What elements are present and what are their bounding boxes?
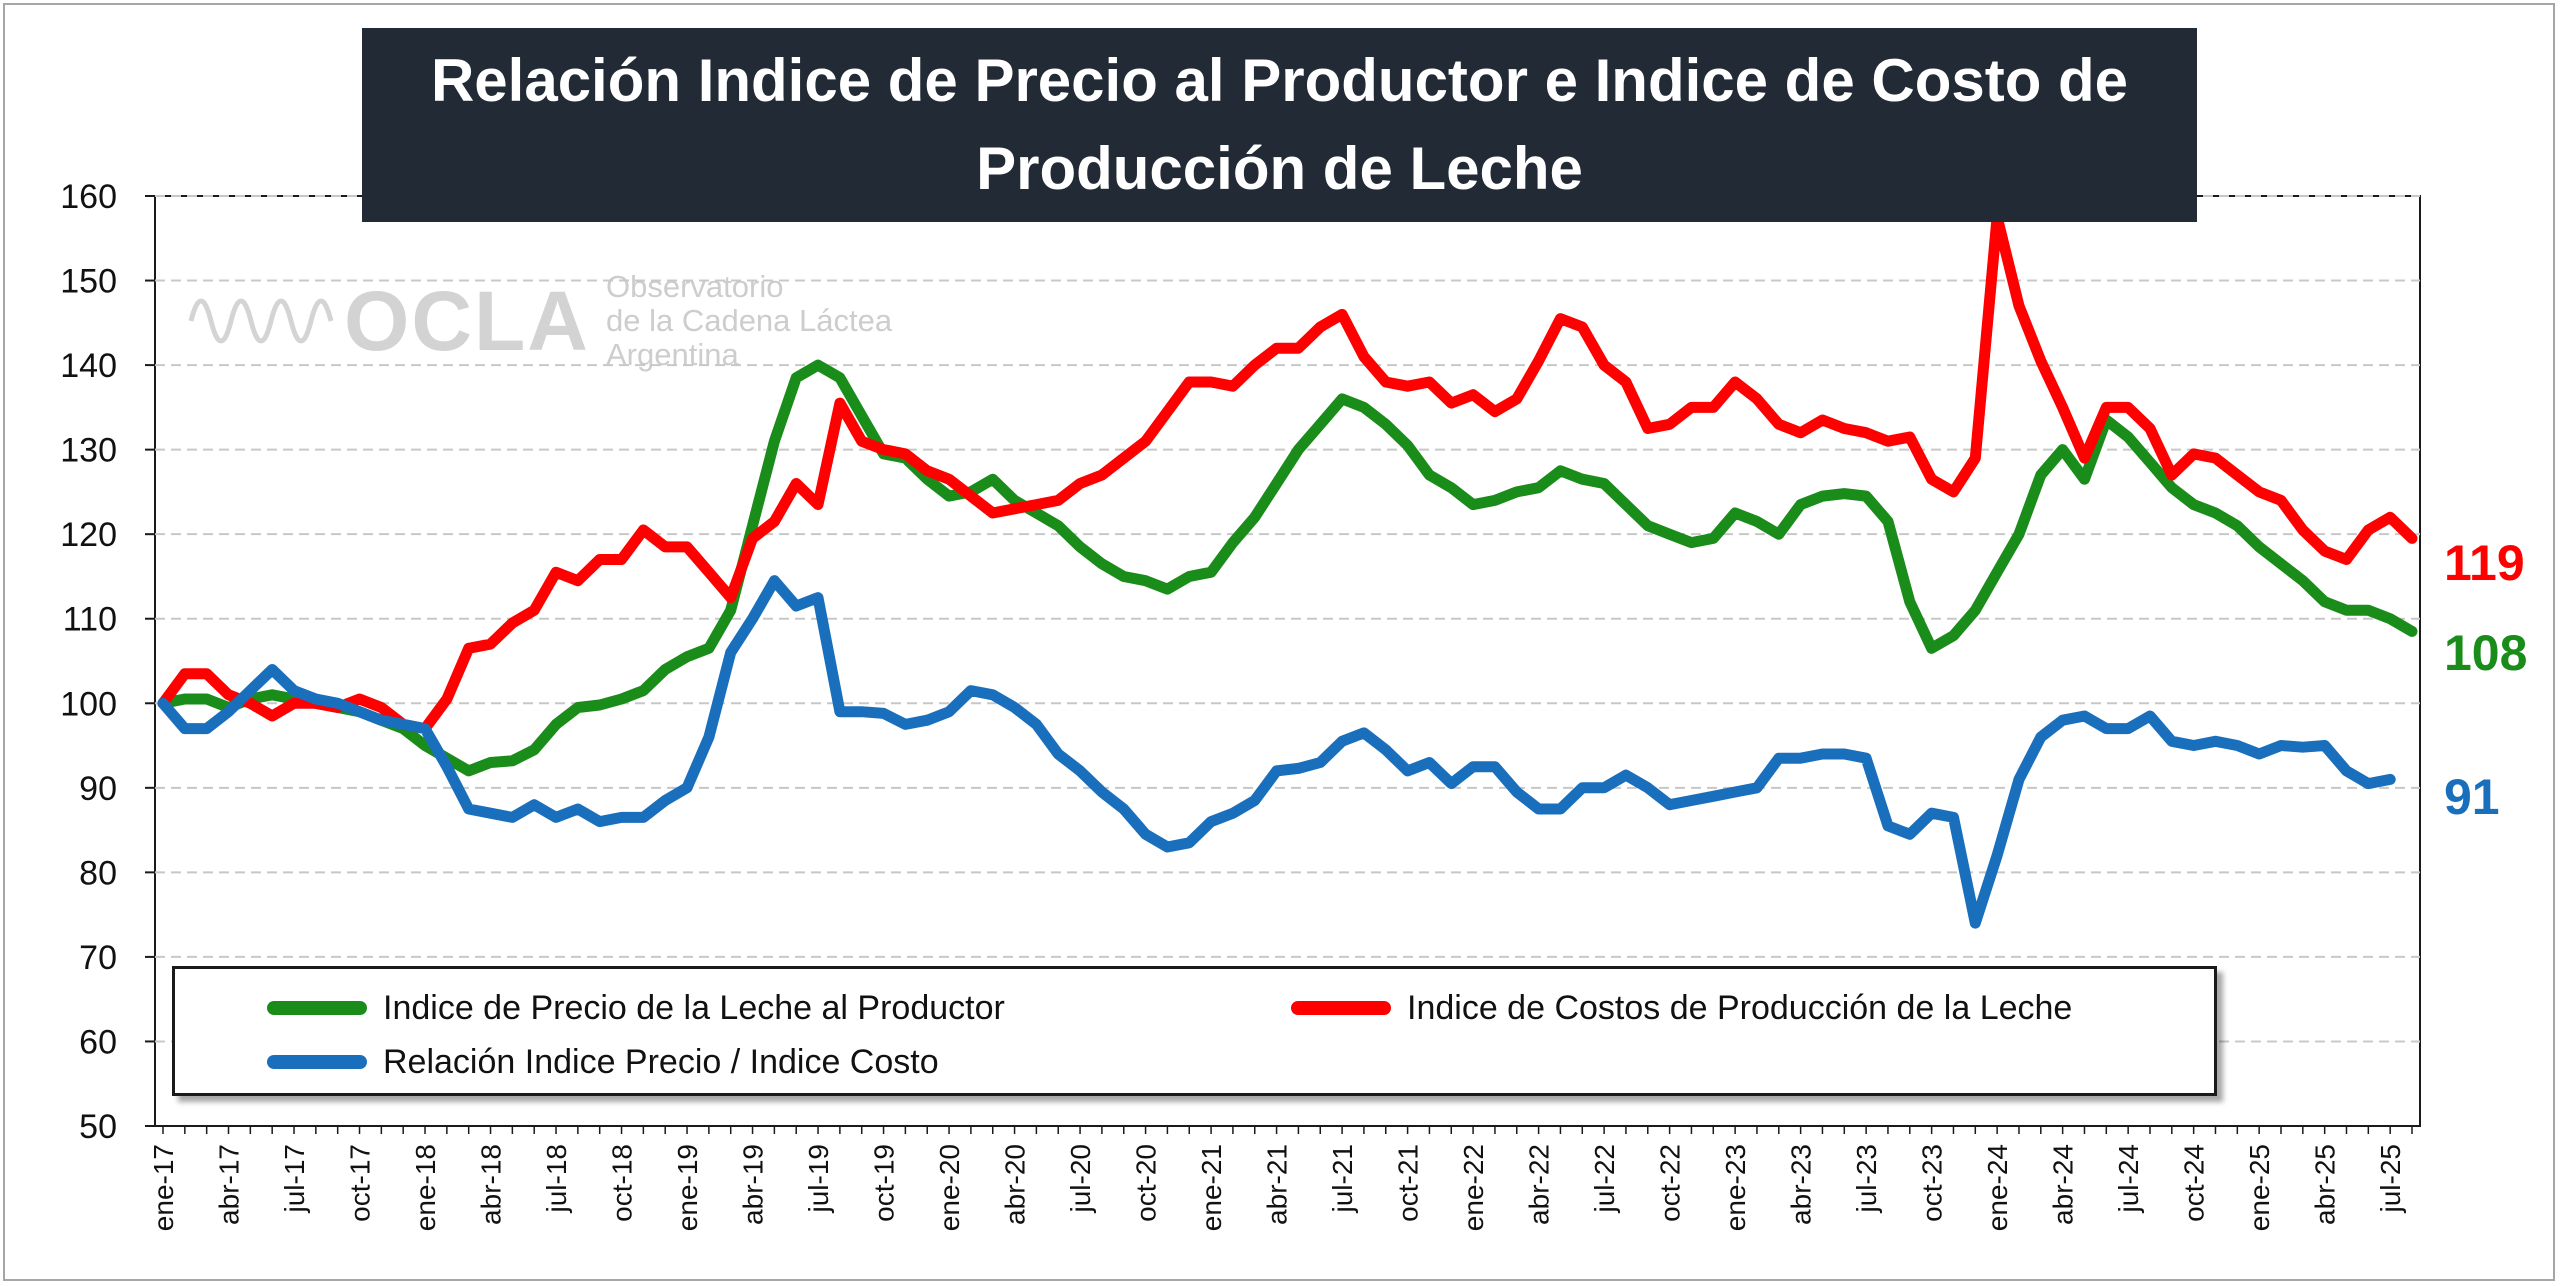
y-tick-label: 70 xyxy=(79,939,117,977)
series-lines xyxy=(157,211,2418,929)
x-tick-label: abr-23 xyxy=(1786,1144,1817,1225)
x-tick-label: ene-24 xyxy=(1982,1144,2013,1231)
y-tick-label: 120 xyxy=(60,516,117,554)
x-tick-label: abr-25 xyxy=(2310,1144,2341,1225)
legend-label-costo: Indice de Costos de Producción de la Lec… xyxy=(1407,988,2073,1027)
series-line-precio xyxy=(157,359,2418,777)
y-axis: 50 60 70 80 90 100 110 120 130 140 150 160 xyxy=(60,178,155,1146)
x-tick-label: ene-18 xyxy=(410,1144,441,1231)
y-tick-label: 90 xyxy=(79,770,117,808)
x-tick-label: oct-21 xyxy=(1393,1144,1424,1222)
x-tick-label: jul-22 xyxy=(1589,1144,1620,1213)
series-line-relacion xyxy=(157,575,2396,929)
logo-subtitle: Observatorio de la Cadena Láctea Argenti… xyxy=(606,270,892,372)
y-tick-label: 110 xyxy=(63,601,117,639)
x-tick-label: oct-24 xyxy=(2179,1144,2210,1222)
logo-wave-icon xyxy=(188,298,334,344)
legend-swatch-precio xyxy=(267,1001,367,1015)
chart-title: Relación Indice de Precio al Productor e… xyxy=(362,28,2197,222)
x-tick-label: abr-19 xyxy=(738,1144,769,1225)
ocla-logo: OCLA Observatorio de la Cadena Láctea Ar… xyxy=(186,270,892,372)
x-tick-label: abr-22 xyxy=(1524,1144,1555,1225)
x-tick-label: ene-25 xyxy=(2244,1144,2275,1231)
legend-item-costo: Indice de Costos de Producción de la Lec… xyxy=(1291,981,2072,1035)
legend: Indice de Precio de la Leche al Producto… xyxy=(172,966,2217,1096)
x-tick-label: jul-24 xyxy=(2113,1144,2144,1213)
x-tick-label: ene-22 xyxy=(1458,1144,1489,1231)
y-tick-label: 60 xyxy=(79,1023,117,1061)
y-tick-label: 130 xyxy=(60,432,117,470)
y-tick-label: 100 xyxy=(60,685,117,723)
x-tick-label: abr-21 xyxy=(1262,1144,1293,1225)
legend-swatch-relacion xyxy=(267,1055,367,1069)
x-tick-label: ene-21 xyxy=(1196,1144,1227,1231)
x-tick-label: abr-17 xyxy=(214,1144,245,1225)
x-tick-label: ene-19 xyxy=(672,1144,703,1231)
x-tick-label: abr-18 xyxy=(476,1144,507,1225)
end-label-costo: 119 xyxy=(2444,535,2525,591)
y-tick-label: 50 xyxy=(79,1108,117,1146)
series-line-costo xyxy=(157,211,2418,735)
logo-line-2: de la Cadena Láctea xyxy=(605,303,893,338)
x-tick-label: ene-17 xyxy=(148,1144,179,1231)
y-tick-label: 150 xyxy=(60,263,117,301)
x-tick-label: oct-23 xyxy=(1917,1144,1948,1222)
y-tick-label: 80 xyxy=(79,854,117,892)
legend-item-precio: Indice de Precio de la Leche al Producto… xyxy=(267,981,1005,1035)
end-label-precio: 108 xyxy=(2444,625,2528,681)
x-tick-label: oct-19 xyxy=(869,1144,900,1222)
logo-line-3: Argentina xyxy=(605,337,739,372)
x-tick-label: oct-22 xyxy=(1655,1144,1686,1222)
x-tick-label: jul-21 xyxy=(1327,1144,1358,1213)
x-tick-label: oct-18 xyxy=(607,1144,638,1222)
x-tick-label: ene-23 xyxy=(1720,1144,1751,1231)
end-label-relacion: 91 xyxy=(2444,769,2500,825)
x-tick-label: jul-17 xyxy=(279,1144,310,1213)
legend-item-relacion: Relación Indice Precio / Indice Costo xyxy=(267,1035,939,1089)
x-tick-label: oct-17 xyxy=(345,1144,376,1222)
x-tick-label: jul-20 xyxy=(1065,1144,1096,1213)
x-axis: ene-17 abr-17 jul-17 oct-17 ene-18 abr-18 jul-… xyxy=(148,1126,2413,1231)
legend-label-precio: Indice de Precio de la Leche al Producto… xyxy=(383,988,1005,1027)
legend-label-relacion: Relación Indice Precio / Indice Costo xyxy=(383,1042,939,1081)
logo-word: OCLA xyxy=(344,273,590,368)
x-tick-label: jul-23 xyxy=(1851,1144,1882,1213)
y-tick-label: 160 xyxy=(60,178,117,216)
x-tick-label: jul-25 xyxy=(2375,1144,2406,1213)
legend-swatch-costo xyxy=(1291,1001,1391,1015)
x-tick-label: jul-18 xyxy=(541,1144,572,1213)
x-tick-label: abr-20 xyxy=(1000,1144,1031,1225)
logo-line-1: Observatorio xyxy=(605,269,784,304)
x-tick-label: abr-24 xyxy=(2048,1144,2079,1225)
y-tick-label: 140 xyxy=(60,347,117,385)
x-tick-label: ene-20 xyxy=(934,1144,965,1231)
x-tick-label: jul-19 xyxy=(803,1144,834,1213)
x-tick-label: oct-20 xyxy=(1131,1144,1162,1222)
